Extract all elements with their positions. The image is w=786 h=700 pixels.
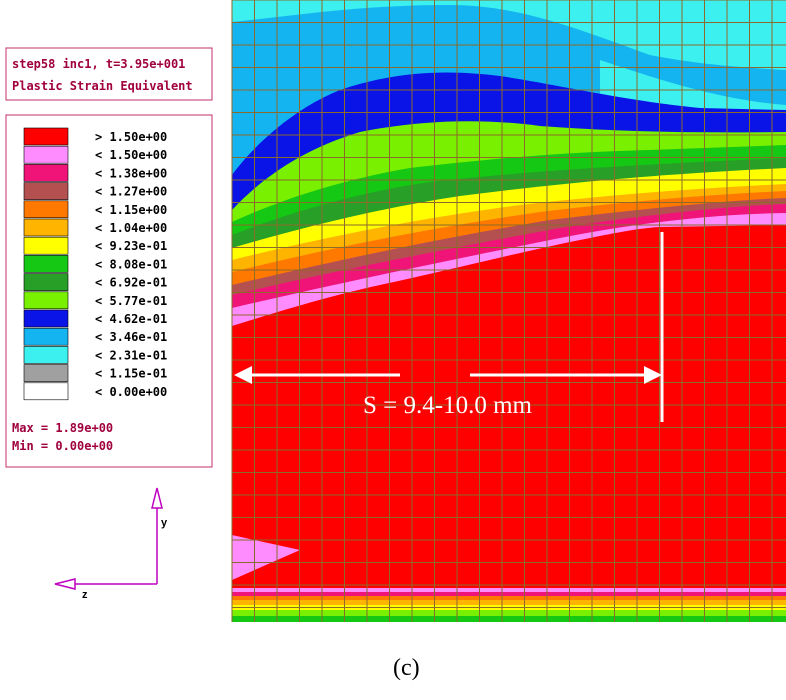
legend-label: < 3.46e-01 (95, 330, 167, 344)
annotation: S = 9.4-10.0 mm (363, 392, 533, 419)
legend-swatch (23, 127, 69, 146)
legend-swatch (23, 273, 69, 291)
legend-swatch (23, 309, 69, 328)
contour-plot: S = 9.4-10.0 mm (231, 0, 786, 622)
legend-swatch (23, 382, 69, 401)
axis-z: z (82, 589, 88, 601)
legend-swatch (23, 218, 69, 237)
legend-label: < 2.31e-01 (95, 348, 167, 362)
legend-swatch (23, 182, 69, 200)
legend-label: > 1.50e+00 (95, 130, 167, 144)
caption: (c) (393, 655, 420, 681)
legend-swatch (23, 200, 69, 219)
header-box (5, 47, 213, 101)
legend-label: < 1.27e+00 (95, 185, 167, 199)
axis-y: y (161, 517, 168, 529)
legend-label: < 9.23e-01 (95, 239, 167, 253)
legend-label: < 0.00e+00 (95, 385, 167, 399)
legend-label: < 4.62e-01 (95, 312, 167, 326)
legend-max: Max = 1.89e+00 (12, 421, 113, 435)
legend-label: < 6.92e-01 (95, 276, 167, 290)
legend-label: < 1.15e-01 (95, 367, 167, 381)
axis-triad (54, 487, 163, 590)
legend: > 1.50e+00 < 1.50e+00 < 1.38e+00 < 1.27e+00… (23, 127, 167, 401)
legend-label: < 8.08e-01 (95, 257, 167, 271)
legend-swatch (23, 236, 69, 255)
legend-min: Min = 0.00e+00 (12, 439, 113, 453)
legend-swatch (23, 255, 69, 273)
legend-swatch (23, 164, 69, 182)
legend-label: < 1.50e+00 (95, 148, 167, 162)
legend-label: < 5.77e-01 (95, 294, 167, 308)
legend-swatch (23, 291, 69, 310)
legend-label: < 1.15e+00 (95, 203, 167, 217)
legend-swatch (23, 145, 69, 164)
legend-swatch (23, 327, 69, 346)
legend-swatch (23, 346, 69, 364)
header-title: step58 inc1, t=3.95e+001 (12, 57, 185, 71)
header-subtitle: Plastic Strain Equivalent (12, 79, 193, 93)
legend-label: < 1.04e+00 (95, 221, 167, 235)
legend-label: < 1.38e+00 (95, 166, 167, 180)
legend-swatch (23, 364, 69, 382)
